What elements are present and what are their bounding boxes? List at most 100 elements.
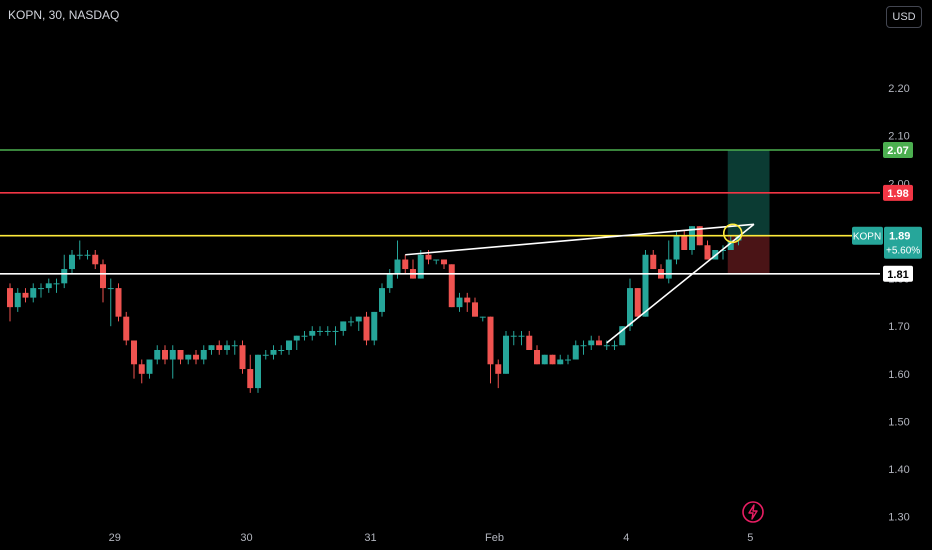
candle: [386, 269, 393, 293]
candle-body: [526, 335, 533, 350]
candle-body: [580, 345, 587, 347]
candle-body: [162, 350, 168, 360]
candle-body: [309, 330, 316, 336]
candle-body: [107, 288, 114, 290]
trend-lines-layer: [405, 223, 755, 344]
candle-body: [665, 259, 672, 279]
candle-body: [503, 335, 509, 374]
candle-body: [84, 254, 91, 256]
candle: [14, 288, 21, 312]
candle-body: [619, 326, 626, 346]
candle-body: [324, 330, 331, 332]
trend-line[interactable]: [405, 223, 755, 256]
candle-body: [518, 335, 525, 337]
candle-body: [394, 259, 401, 274]
trend-line[interactable]: [606, 223, 755, 344]
candle-body: [650, 254, 657, 270]
candle: [123, 311, 130, 346]
candle-body: [634, 288, 641, 317]
bolt-icon[interactable]: [741, 500, 765, 524]
candle-body: [673, 235, 680, 260]
candle-body: [262, 354, 269, 356]
candle-body: [464, 297, 471, 303]
candle: [224, 340, 230, 355]
candle: [216, 340, 223, 355]
candle: [92, 250, 99, 270]
candle-body: [603, 345, 610, 347]
candle: [689, 226, 695, 255]
candle-body: [448, 264, 455, 308]
candle-body: [100, 264, 106, 289]
time-tick: 30: [240, 532, 252, 544]
time-axis[interactable]: 29 30 31 Feb 4 5: [109, 532, 754, 544]
candle-body: [270, 350, 277, 355]
candle: [634, 288, 641, 317]
candle: [100, 259, 106, 303]
candle-body: [348, 321, 354, 323]
candle: [231, 340, 238, 355]
candle: [518, 330, 525, 346]
candle-body: [588, 340, 595, 346]
candle: [363, 311, 370, 346]
candle: [510, 330, 517, 346]
candle: [76, 240, 83, 260]
candle-body: [704, 245, 711, 260]
price-tick: 1.40: [888, 464, 909, 476]
candle: [107, 278, 114, 327]
symbol-title: KOPN, 30, NASDAQ: [8, 8, 120, 22]
svg-text:1.81: 1.81: [887, 269, 908, 281]
candle: [84, 250, 91, 260]
candle: [348, 316, 354, 327]
candle-body: [30, 288, 37, 298]
candle-body: [534, 350, 540, 365]
horizontal-lines-layer: [0, 149, 880, 275]
candle-body: [417, 254, 424, 279]
candle-body: [200, 350, 207, 360]
candle: [611, 340, 618, 350]
candle-body: [565, 359, 571, 361]
svg-text:2.07: 2.07: [887, 145, 908, 157]
candle: [22, 288, 29, 303]
candle-body: [572, 345, 579, 360]
candle-body: [177, 350, 184, 360]
candle: [200, 345, 207, 365]
candle: [456, 292, 463, 312]
candle-body: [495, 364, 502, 374]
candle: [503, 330, 509, 374]
candle: [627, 278, 633, 331]
candle-body: [53, 283, 60, 285]
target-price-label: 2.07: [883, 142, 913, 158]
currency-button[interactable]: USD: [886, 6, 922, 28]
candle-body: [386, 273, 393, 289]
candle: [642, 250, 649, 317]
candle-body: [224, 345, 230, 350]
candle-body: [472, 302, 478, 317]
time-tick: 5: [747, 532, 753, 544]
candle: [658, 264, 664, 279]
candle-body: [727, 240, 734, 250]
candle-body: [596, 340, 602, 346]
svg-text:1.98: 1.98: [887, 188, 908, 200]
candle: [115, 283, 122, 322]
price-tick: 1.30: [888, 512, 909, 524]
candle: [332, 326, 339, 346]
candle: [580, 340, 587, 355]
candle-body: [379, 288, 385, 312]
candle-body: [208, 345, 215, 350]
candle-body: [123, 316, 130, 341]
candle-body: [14, 292, 21, 308]
candle-body: [355, 316, 362, 322]
candle: [262, 350, 269, 360]
current-price-badge: KOPN 1.89 +5.60%: [852, 226, 922, 259]
highlight-circle: [722, 223, 743, 244]
candle-body: [433, 259, 440, 261]
candle: [286, 340, 292, 355]
candle-body: [247, 369, 254, 389]
candle: [61, 254, 68, 289]
candle-body: [293, 335, 300, 341]
candle-body: [549, 354, 556, 365]
candle: [541, 354, 548, 365]
candle: [317, 326, 323, 336]
candle-body: [146, 359, 153, 374]
